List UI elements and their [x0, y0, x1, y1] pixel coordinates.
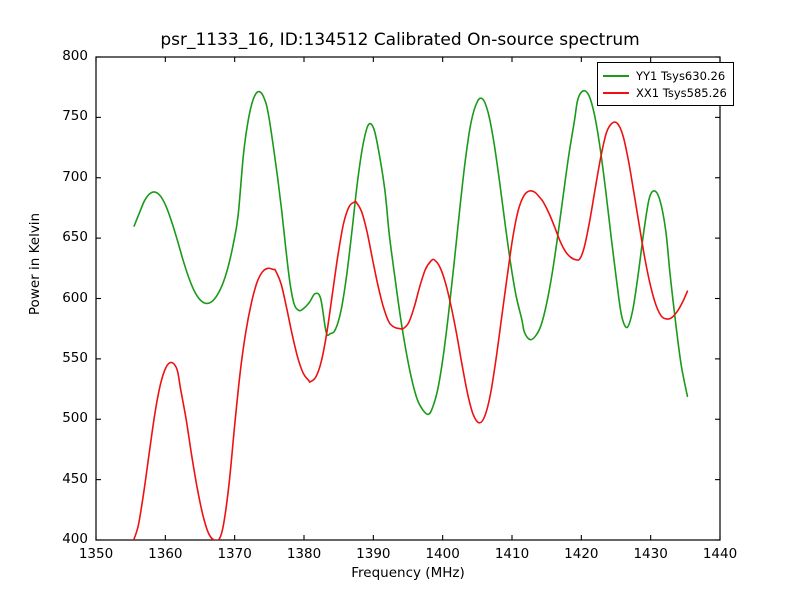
axes-frame: [95, 56, 721, 541]
series-line-1: [133, 89, 689, 416]
x-tick-label: 1440: [702, 546, 738, 562]
page-title: psr_1133_16, ID:134512 Calibrated On-sou…: [160, 30, 640, 50]
axis-ticks: [95, 56, 721, 541]
series-line-2: [132, 121, 689, 540]
legend-label: XX1 Tsys585.26: [636, 85, 727, 100]
y-tick-label: 400: [62, 531, 88, 547]
legend-label: YY1 Tsys630.26: [636, 68, 726, 83]
data-series-group: [132, 89, 689, 540]
y-tick-label: 650: [62, 229, 88, 246]
legend-entry-2: XX1 Tsys585.26: [603, 84, 727, 101]
x-tick-label: 1410: [494, 546, 530, 562]
x-tick-label: 1350: [78, 546, 114, 562]
legend-color-swatch-icon: [603, 74, 629, 77]
y-tick-label: 700: [62, 168, 88, 185]
legend: YY1 Tsys630.26 XX1 Tsys585.26: [597, 62, 734, 106]
x-tick-label: 1360: [148, 546, 183, 562]
y-tick-label: 450: [62, 470, 88, 487]
y-tick-label: 750: [62, 108, 88, 125]
y-tick-label: 500: [62, 410, 88, 427]
x-tick-label: 1380: [286, 546, 322, 562]
plot-frame: [95, 56, 721, 541]
x-tick-label: 1430: [633, 546, 668, 562]
legend-entry-1: YY1 Tsys630.26: [603, 67, 727, 84]
y-tick-label: 550: [62, 349, 88, 366]
x-axis-label: Frequency (MHz): [351, 565, 465, 581]
x-tick-label: 1420: [564, 546, 599, 562]
x-tick-label: 1400: [425, 546, 460, 562]
y-tick-label: 800: [62, 48, 88, 64]
x-tick-label: 1390: [356, 546, 391, 562]
y-tick-label: 600: [62, 289, 88, 306]
legend-color-swatch-icon: [603, 91, 629, 94]
y-axis-label: Power in Kelvin: [27, 212, 43, 316]
x-tick-label: 1370: [217, 546, 252, 562]
